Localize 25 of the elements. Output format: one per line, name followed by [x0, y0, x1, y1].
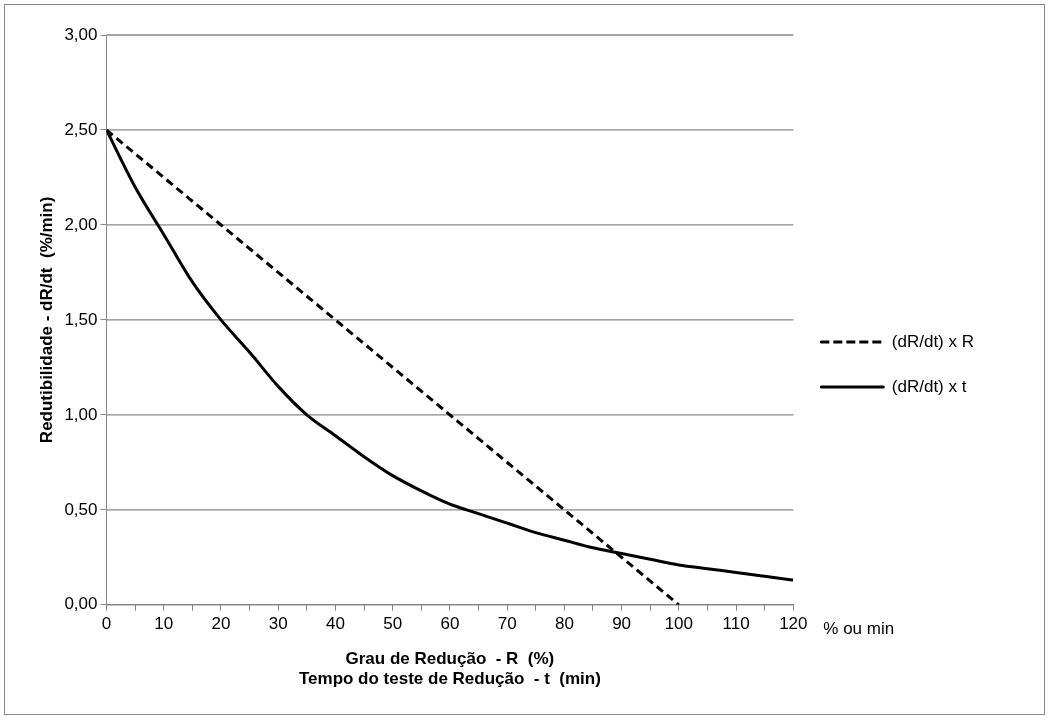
legend-label: (dR/dt) x t: [891, 376, 967, 396]
y-tick-label: 1,00: [64, 404, 98, 424]
y-tick-label: 1,50: [64, 309, 98, 329]
x-tick-label: 90: [612, 613, 632, 633]
y-tick-label: 2,00: [64, 214, 98, 234]
x-tick-label: 80: [554, 613, 574, 633]
x-axis-title: Grau de Redução - R (%) Tempo do teste de Redução - t (min): [298, 649, 601, 689]
x-tick-label: 10: [154, 613, 174, 633]
x-tick-label: 40: [325, 613, 345, 633]
x-tick-label: 30: [268, 613, 288, 633]
text: % ou min: [823, 619, 895, 639]
y-tick-label: 3,00: [64, 24, 98, 44]
x-tick-label: 20: [211, 613, 231, 633]
y-tick-label: 2,50: [64, 119, 98, 139]
x-tick-label: 0: [101, 613, 112, 633]
x-tick-label: 100: [664, 613, 694, 633]
y-tick-label: 0,50: [64, 499, 98, 519]
x-tick-label: 120: [779, 613, 808, 633]
x-tick-label: 70: [497, 613, 517, 633]
y-axis-title: Redutibilidade - dR/dt (%/min): [36, 196, 56, 444]
x-tick-label: 60: [440, 613, 460, 633]
x-tick-label: 50: [383, 613, 403, 633]
y-tick-label: 0,00: [64, 594, 98, 614]
x-tick-label: 110: [722, 613, 750, 633]
legend-label: (dR/dt) x R: [891, 331, 975, 351]
